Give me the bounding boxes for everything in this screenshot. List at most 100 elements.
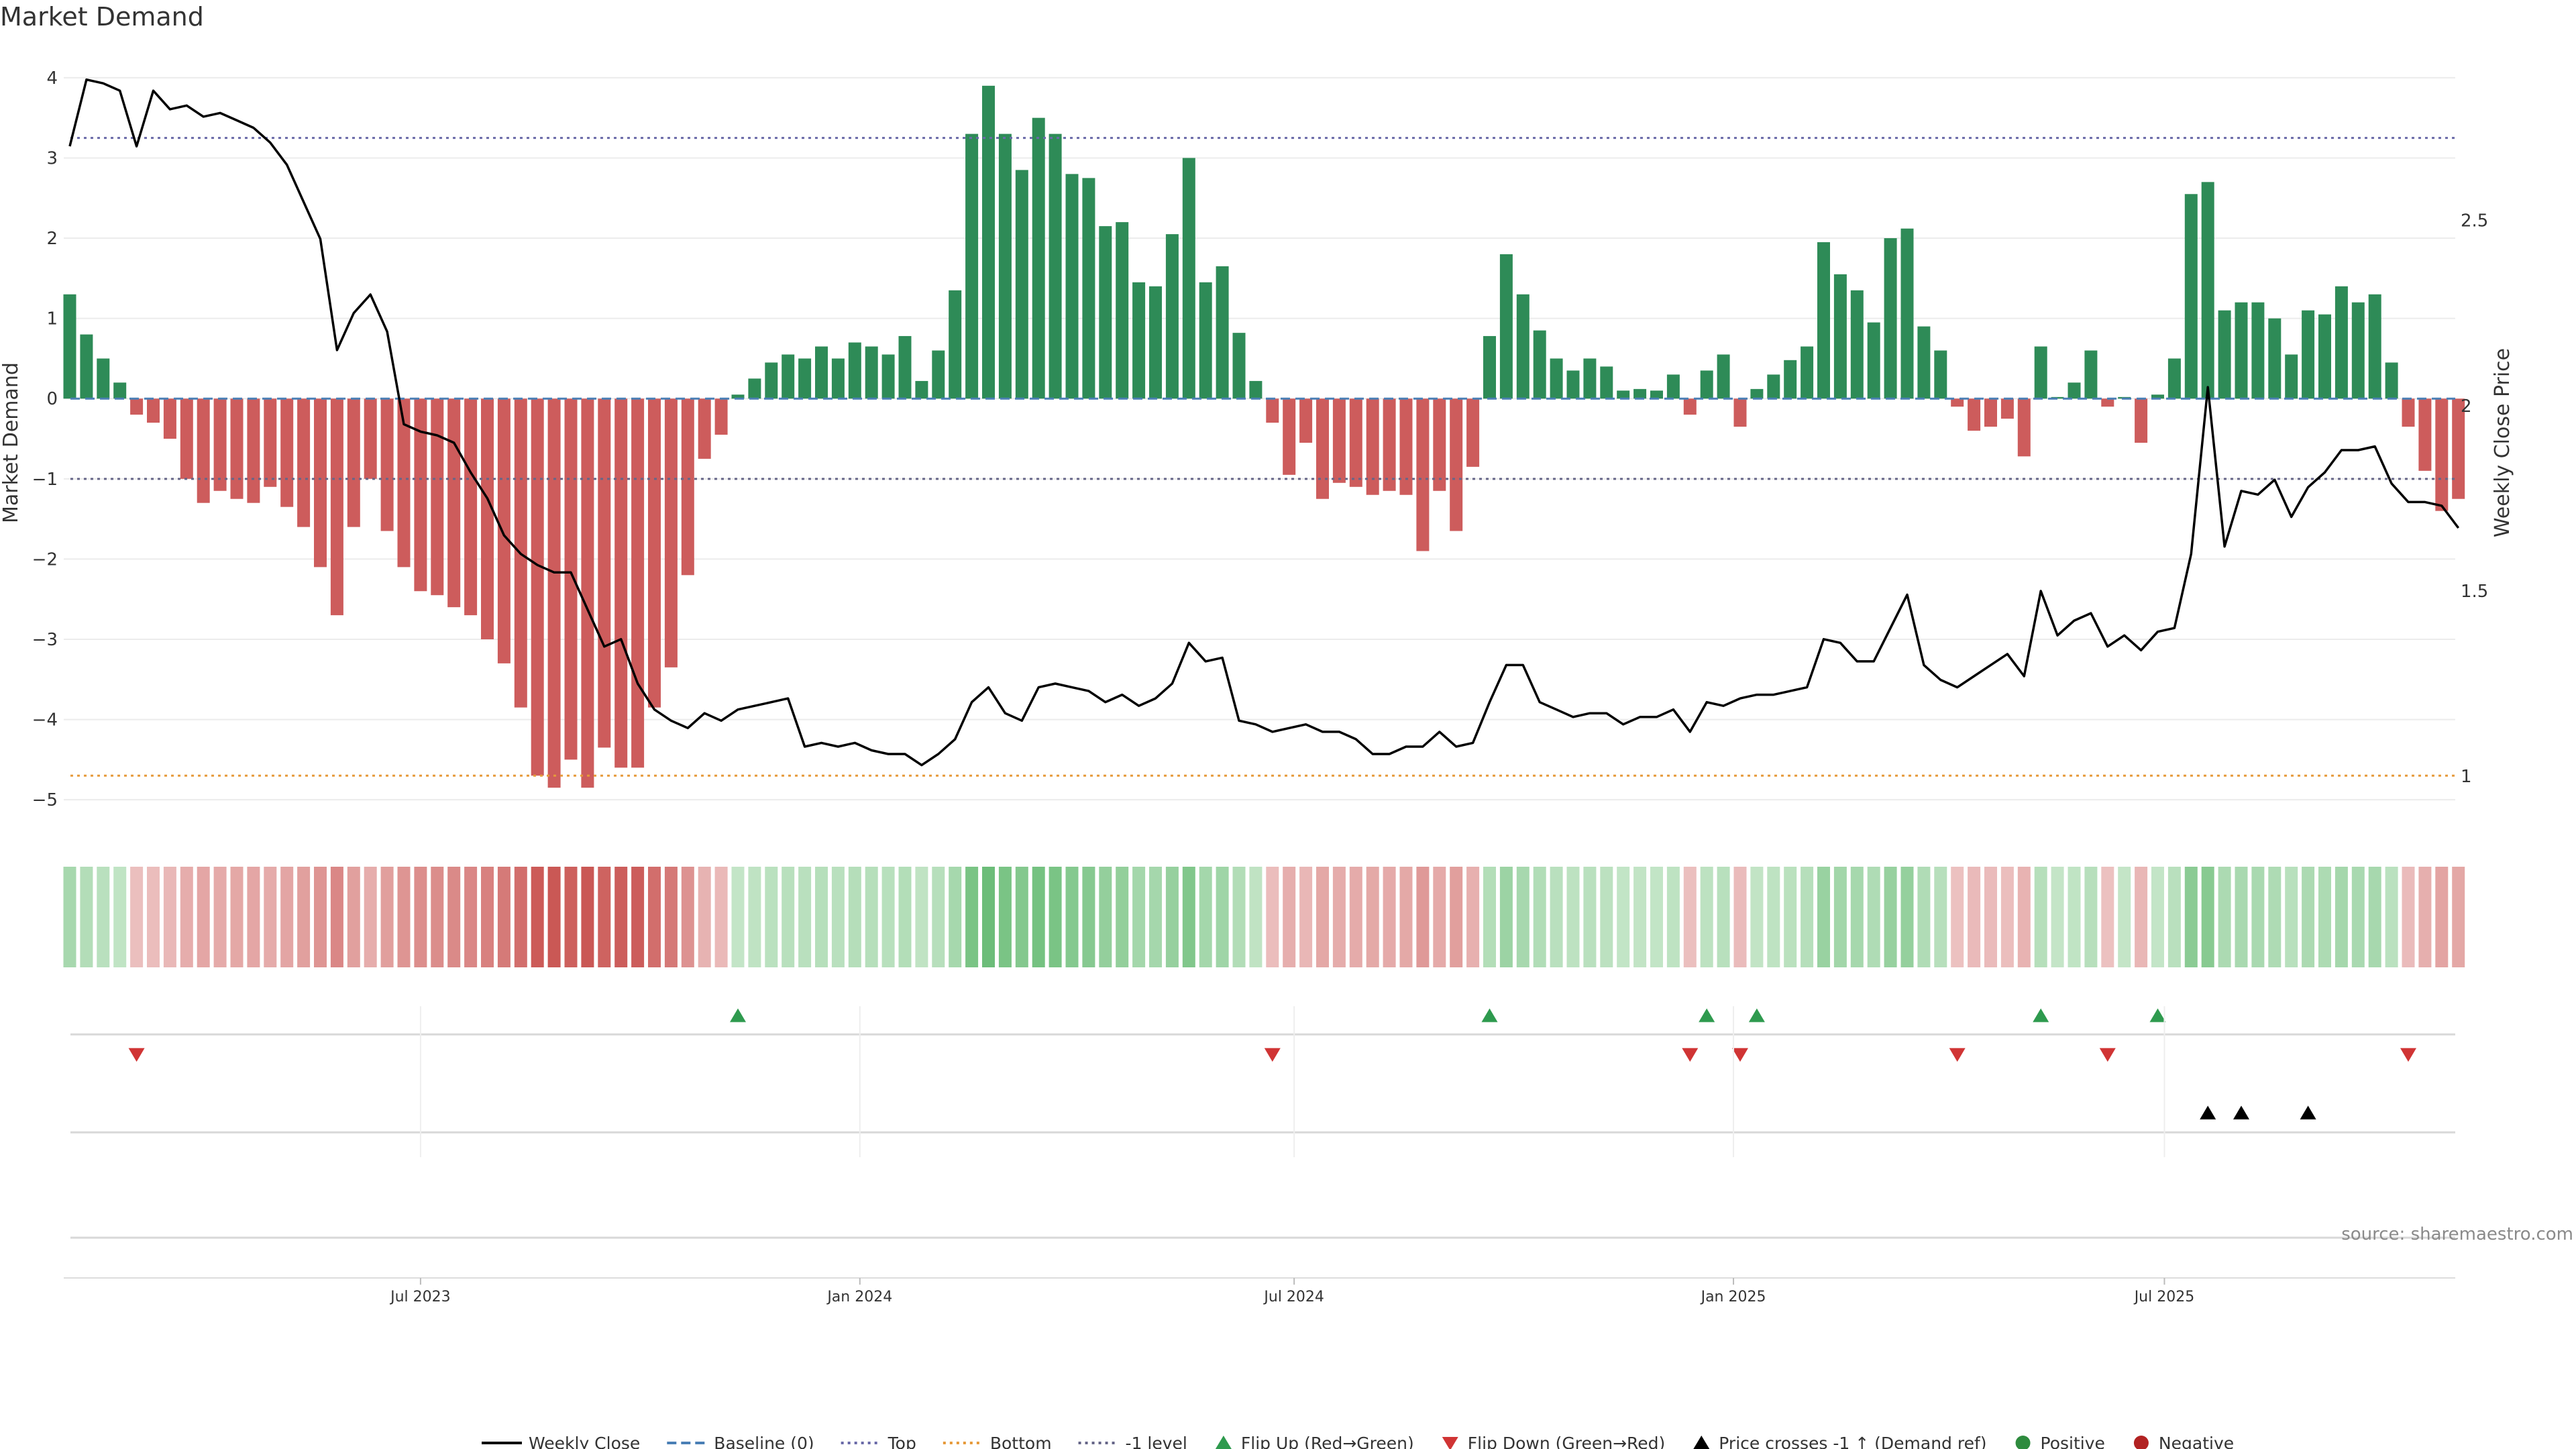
demand-bar bbox=[1951, 398, 1964, 407]
heat-cell bbox=[2368, 867, 2381, 967]
heat-cell bbox=[614, 867, 628, 967]
heat-cell bbox=[2151, 867, 2164, 967]
demand-bar bbox=[1165, 234, 1179, 399]
heat-cell bbox=[2268, 867, 2282, 967]
demand-bar bbox=[1332, 398, 1346, 483]
heat-cell bbox=[1049, 867, 1062, 967]
demand-bar bbox=[648, 398, 661, 708]
demand-bar bbox=[915, 380, 928, 399]
demand-bar bbox=[1216, 266, 1229, 399]
flip-down-marker bbox=[1732, 1048, 1748, 1062]
heat-cell bbox=[364, 867, 377, 967]
heat-cell bbox=[731, 867, 745, 967]
demand-bar bbox=[1299, 398, 1313, 443]
heat-cell bbox=[765, 867, 778, 967]
heat-cell bbox=[2068, 867, 2081, 967]
legend-label: Negative bbox=[2159, 1434, 2234, 1449]
flip-down-marker bbox=[1949, 1048, 1966, 1062]
demand-bar bbox=[2318, 314, 2331, 399]
y2-tick-label: 2.5 bbox=[2461, 211, 2488, 231]
heat-cell bbox=[2101, 867, 2114, 967]
y-tick-label: 1 bbox=[46, 309, 58, 329]
flip-down-marker bbox=[1682, 1048, 1699, 1062]
legend-item: Flip Down (Green→Red) bbox=[1442, 1434, 1665, 1449]
heat-cell bbox=[1483, 867, 1496, 967]
legend-swatch bbox=[1215, 1436, 1232, 1449]
demand-bar bbox=[564, 398, 578, 760]
demand-bar bbox=[2418, 398, 2432, 471]
y-tick-label: −4 bbox=[32, 710, 58, 731]
demand-bar bbox=[1850, 290, 1864, 399]
demand-bar bbox=[2334, 286, 2348, 399]
demand-bar bbox=[1683, 398, 1697, 415]
y2-tick-label: 1 bbox=[2461, 767, 2472, 787]
heat-cell bbox=[681, 867, 694, 967]
demand-bar bbox=[1015, 170, 1028, 399]
heat-cell bbox=[1349, 867, 1362, 967]
heat-cell bbox=[1767, 867, 1780, 967]
heat-cell bbox=[2184, 867, 2198, 967]
legend-swatch bbox=[1442, 1437, 1458, 1449]
demand-bar bbox=[2084, 350, 2098, 399]
demand-bar bbox=[748, 378, 761, 399]
demand-bar bbox=[1149, 286, 1162, 399]
demand-bar bbox=[2201, 182, 2214, 399]
demand-bar bbox=[2452, 398, 2465, 499]
demand-bar bbox=[1717, 354, 1730, 399]
heat-cell bbox=[1733, 867, 1747, 967]
heat-cell bbox=[2302, 867, 2315, 967]
demand-bar bbox=[297, 398, 311, 527]
heat-cell bbox=[1566, 867, 1580, 967]
demand-bar bbox=[314, 398, 327, 568]
heat-cell bbox=[714, 867, 728, 967]
heat-cell bbox=[1266, 867, 1279, 967]
demand-bar bbox=[230, 398, 244, 499]
heat-cell bbox=[998, 867, 1012, 967]
demand-bar bbox=[1399, 398, 1413, 495]
price-cross-marker bbox=[2300, 1106, 2316, 1120]
demand-bar bbox=[397, 398, 411, 568]
demand-bar bbox=[898, 335, 912, 399]
demand-bar bbox=[815, 346, 828, 399]
demand-bar bbox=[614, 398, 628, 768]
heat-cell bbox=[1884, 867, 1897, 967]
demand-bar bbox=[63, 294, 76, 399]
demand-bar bbox=[1450, 398, 1463, 531]
demand-bar bbox=[531, 398, 544, 776]
demand-bar bbox=[2251, 302, 2265, 399]
reference-lines bbox=[70, 137, 2455, 777]
heat-cell bbox=[1750, 867, 1764, 967]
demand-bar bbox=[798, 358, 812, 399]
heat-cell bbox=[264, 867, 277, 967]
legend-label: Flip Up (Red→Green) bbox=[1241, 1434, 1414, 1449]
heat-cell bbox=[1617, 867, 1630, 967]
heat-cell bbox=[1683, 867, 1697, 967]
heat-cell bbox=[949, 867, 962, 967]
demand-bar bbox=[1099, 226, 1112, 399]
flip-up-marker bbox=[2149, 1008, 2166, 1022]
demand-bar bbox=[714, 398, 728, 435]
demand-bar bbox=[1349, 398, 1362, 487]
demand-bar bbox=[2235, 302, 2248, 399]
legend-label: Weekly Close bbox=[529, 1434, 640, 1449]
heat-cell bbox=[1082, 867, 1095, 967]
heat-cell bbox=[1165, 867, 1179, 967]
demand-bar bbox=[698, 398, 711, 459]
demand-bar bbox=[965, 133, 979, 399]
legend-label: Price crosses -1 ↑ (Demand ref) bbox=[1719, 1434, 1986, 1449]
demand-bar bbox=[1934, 350, 1947, 399]
heat-cell bbox=[1149, 867, 1162, 967]
demand-heat-strip bbox=[63, 867, 2465, 967]
demand-bar bbox=[2302, 310, 2315, 399]
legend: Weekly Close Baseline (0) Top Bottom -1 leve… bbox=[482, 1434, 2234, 1449]
demand-bar bbox=[2051, 396, 2064, 399]
heat-cell bbox=[1801, 867, 1814, 967]
heat-cell bbox=[1015, 867, 1028, 967]
heat-cell bbox=[1951, 867, 1964, 967]
demand-bar bbox=[2101, 398, 2114, 407]
demand-bar bbox=[1884, 238, 1897, 399]
legend-item: Top bbox=[841, 1434, 916, 1449]
flip-up-marker bbox=[2033, 1008, 2049, 1022]
event-markers bbox=[70, 1008, 2455, 1239]
